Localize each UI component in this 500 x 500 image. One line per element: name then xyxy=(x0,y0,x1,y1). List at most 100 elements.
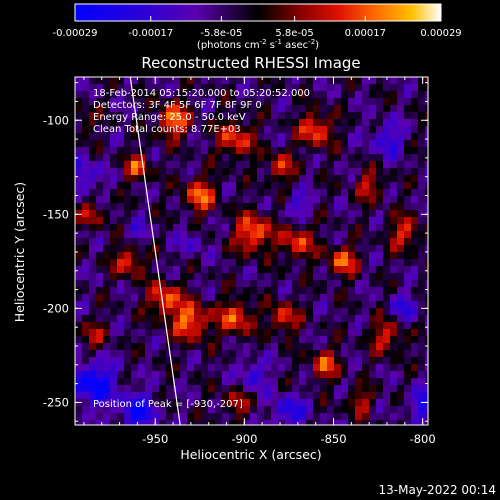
heatmap-cell xyxy=(96,231,104,239)
heatmap-cell xyxy=(82,140,90,148)
heatmap-cell xyxy=(89,210,97,218)
heatmap-cell xyxy=(110,189,118,197)
heatmap-cell xyxy=(369,154,377,162)
heatmap-cell xyxy=(334,266,342,274)
heatmap-cell xyxy=(271,238,279,246)
heatmap-cell xyxy=(411,392,419,400)
heatmap-cell xyxy=(243,308,251,316)
heatmap-cell xyxy=(173,252,181,260)
heatmap-cell xyxy=(390,126,398,134)
heatmap-cell xyxy=(362,287,370,295)
heatmap-cell xyxy=(243,343,251,351)
heatmap-cell xyxy=(117,203,125,211)
heatmap-cell xyxy=(390,287,398,295)
heatmap-cell xyxy=(348,301,356,309)
heatmap-cell xyxy=(75,280,83,288)
heatmap-cell xyxy=(306,224,314,232)
heatmap-cell xyxy=(131,238,139,246)
heatmap-cell xyxy=(425,133,428,141)
heatmap-cell xyxy=(355,399,363,407)
heatmap-cell xyxy=(201,84,209,92)
heatmap-cell xyxy=(362,210,370,218)
heatmap-cell xyxy=(250,126,258,134)
heatmap-cell xyxy=(292,350,300,358)
heatmap-cell xyxy=(180,217,188,225)
heatmap-cell xyxy=(82,350,90,358)
heatmap-cell xyxy=(313,154,321,162)
heatmap-cell xyxy=(264,77,272,85)
heatmap-cell xyxy=(383,266,391,274)
heatmap-cell xyxy=(418,322,426,330)
heatmap-cell xyxy=(152,371,160,379)
heatmap-cell xyxy=(383,84,391,92)
heatmap-cell xyxy=(404,189,412,197)
heatmap-cell xyxy=(299,378,307,386)
heatmap-cell xyxy=(208,77,216,85)
heatmap-cell xyxy=(124,406,132,414)
heatmap-cell xyxy=(75,161,83,169)
heatmap-cell xyxy=(285,336,293,344)
heatmap-cell xyxy=(236,98,244,106)
heatmap-cell xyxy=(110,378,118,386)
heatmap-cell xyxy=(89,182,97,190)
heatmap-cell xyxy=(425,378,428,386)
heatmap-cell xyxy=(257,413,265,421)
heatmap-cell xyxy=(166,105,174,113)
heatmap-cell xyxy=(173,154,181,162)
heatmap-cell xyxy=(208,182,216,190)
heatmap-cell xyxy=(383,322,391,330)
heatmap-cell xyxy=(236,84,244,92)
heatmap-cell xyxy=(285,238,293,246)
heatmap-cell xyxy=(187,385,195,393)
heatmap-cell xyxy=(257,252,265,260)
heatmap-cell xyxy=(397,217,405,225)
heatmap-cell xyxy=(362,315,370,323)
heatmap-cell xyxy=(194,245,202,253)
heatmap-cell xyxy=(397,175,405,183)
heatmap-cell xyxy=(327,378,335,386)
heatmap-cell xyxy=(75,343,83,351)
heatmap-cell xyxy=(299,322,307,330)
heatmap-cell xyxy=(418,217,426,225)
heatmap-cell xyxy=(173,161,181,169)
colorbar-gradient xyxy=(74,3,442,22)
heatmap-cell xyxy=(376,119,384,127)
heatmap-cell xyxy=(187,189,195,197)
heatmap-cell xyxy=(348,259,356,267)
heatmap-cell xyxy=(180,196,188,204)
heatmap-cell xyxy=(138,126,146,134)
heatmap-cell xyxy=(131,259,139,267)
heatmap-cell xyxy=(404,343,412,351)
heatmap-cell xyxy=(292,154,300,162)
heatmap-cell xyxy=(75,273,83,281)
heatmap-cell xyxy=(89,189,97,197)
heatmap-cell xyxy=(215,231,223,239)
heatmap-cell xyxy=(285,399,293,407)
heatmap-cell xyxy=(278,336,286,344)
heatmap-cell xyxy=(334,210,342,218)
heatmap-cell xyxy=(250,203,258,211)
heatmap-cell xyxy=(369,238,377,246)
heatmap-cell xyxy=(124,84,132,92)
heatmap-cell xyxy=(250,77,258,85)
heatmap-cell xyxy=(103,252,111,260)
heatmap-cell xyxy=(299,308,307,316)
heatmap-cell xyxy=(166,147,174,155)
x-axis-label: Heliocentric X (arcsec) xyxy=(180,447,321,462)
heatmap-cell xyxy=(236,217,244,225)
heatmap-cell xyxy=(404,413,412,421)
heatmap-cell xyxy=(152,147,160,155)
heatmap-cell xyxy=(82,161,90,169)
heatmap-cell xyxy=(229,133,237,141)
heatmap-cell xyxy=(327,357,335,365)
heatmap-cell xyxy=(292,392,300,400)
heatmap-cell xyxy=(285,210,293,218)
heatmap-cell xyxy=(369,112,377,120)
heatmap-cell xyxy=(264,350,272,358)
heatmap-cell xyxy=(271,182,279,190)
heatmap-cell xyxy=(89,154,97,162)
heatmap-cell xyxy=(334,329,342,337)
heatmap-cell xyxy=(103,329,111,337)
heatmap-cell xyxy=(131,91,139,99)
heatmap-cell xyxy=(152,196,160,204)
